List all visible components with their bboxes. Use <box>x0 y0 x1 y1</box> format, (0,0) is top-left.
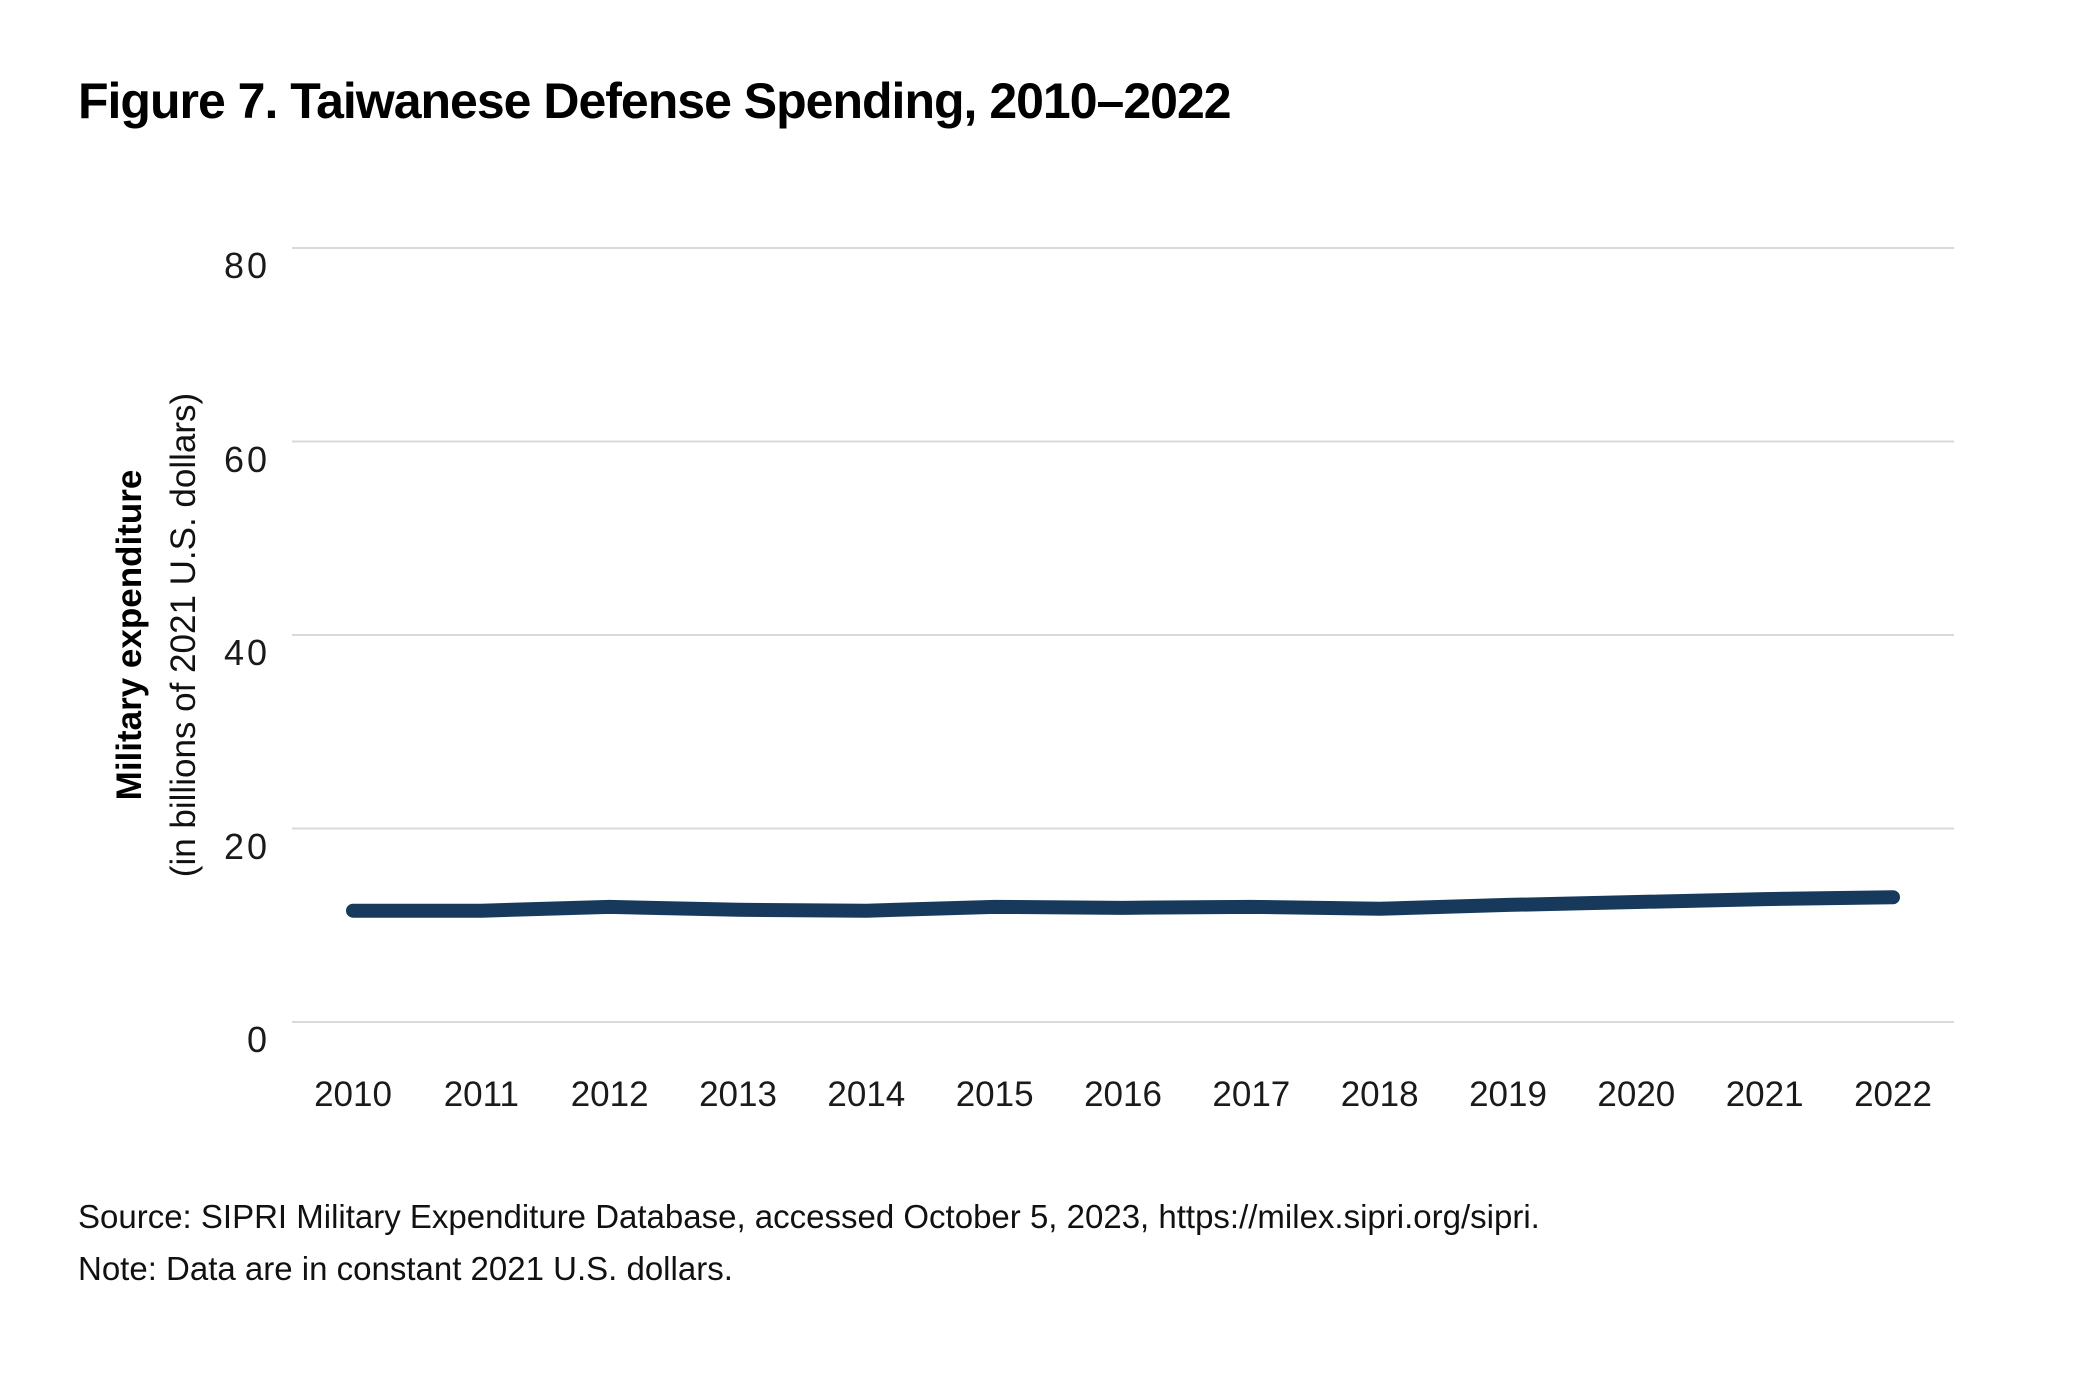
x-tick-label: 2019 <box>1469 1075 1547 1114</box>
y-tick-label: 80 <box>223 245 270 286</box>
x-tick-label: 2017 <box>1212 1075 1291 1114</box>
x-tick-label: 2011 <box>443 1075 519 1114</box>
x-tick-label: 2014 <box>827 1075 906 1114</box>
y-tick-label: 0 <box>246 1019 270 1060</box>
x-tick-label: 2020 <box>1597 1075 1676 1114</box>
spending-line <box>346 890 1900 918</box>
y-axis-title-main: Military expenditure <box>109 469 149 801</box>
x-tick-label: 2021 <box>1725 1075 1804 1114</box>
x-tick-label: 2018 <box>1340 1075 1419 1114</box>
y-tick-label: 60 <box>223 438 270 480</box>
y-axis-title-sub: (in billions of 2021 U.S. dollars) <box>164 392 203 878</box>
x-tick-label: 2012 <box>570 1075 649 1114</box>
y-tick-label: 40 <box>223 632 270 673</box>
x-tick-label: 2010 <box>314 1075 392 1114</box>
data-note: Note: Data are in constant 2021 U.S. dol… <box>78 1250 733 1287</box>
x-tick-label: 2015 <box>955 1075 1034 1114</box>
y-axis-title: Military expenditure (in billions of 202… <box>103 393 212 877</box>
y-tick-label: 20 <box>223 825 270 867</box>
x-tick-label: 2022 <box>1854 1075 1932 1114</box>
figure-title: Figure 7. Taiwanese Defense Spending, 20… <box>78 73 1232 129</box>
source-note: Source: SIPRI Military Expenditure Datab… <box>78 1198 1540 1235</box>
x-tick-label: 2013 <box>699 1075 777 1114</box>
x-tick-label: 2016 <box>1084 1075 1162 1114</box>
